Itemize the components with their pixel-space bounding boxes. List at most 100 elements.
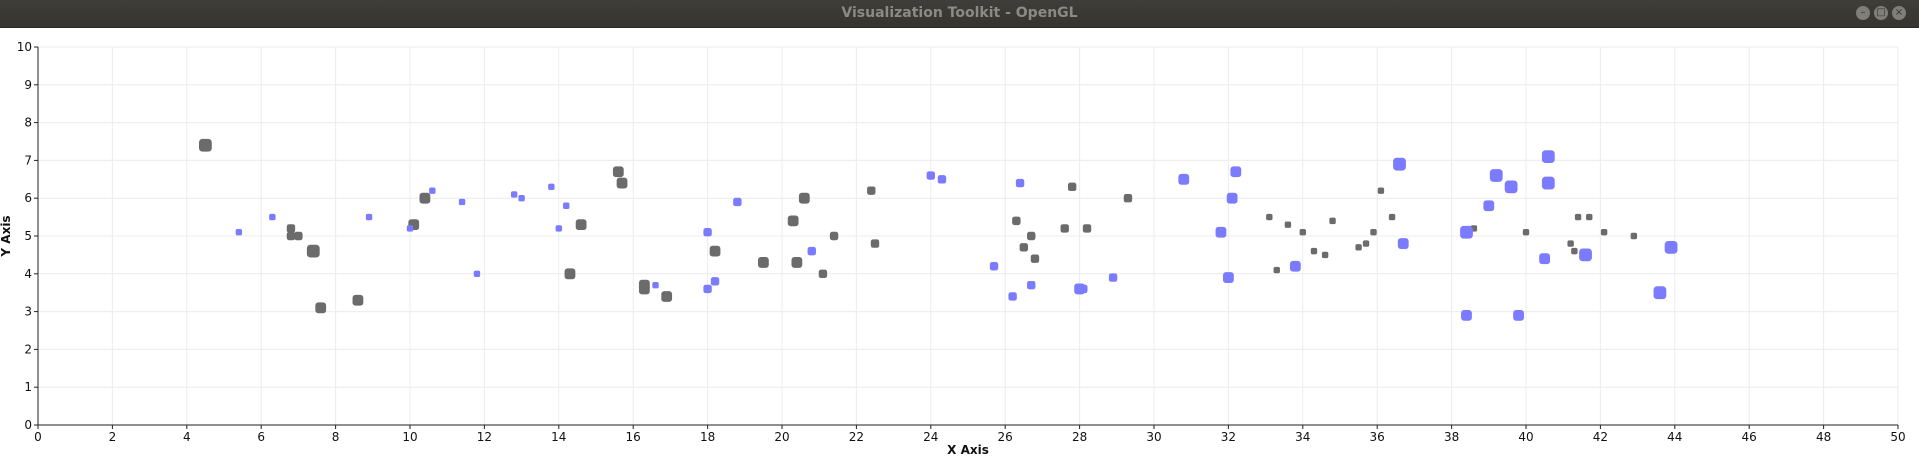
x-tick-label: 32 (1221, 430, 1236, 444)
scatter-point-gray (1067, 182, 1077, 192)
scatter-point-gray (1377, 187, 1385, 194)
scatter-point-gray (1060, 224, 1069, 233)
scatter-point-gray (294, 231, 303, 241)
scatter-point-gray (1586, 213, 1593, 221)
scatter-point-blue (989, 262, 999, 271)
x-tick-label: 10 (402, 430, 417, 444)
x-tick-label: 50 (1890, 430, 1905, 444)
y-tick-label: 2 (24, 342, 32, 356)
scatter-point-blue (518, 195, 525, 202)
title-bar[interactable]: Visualization Toolkit - OpenGL – □ × (0, 0, 1919, 28)
scatter-chart[interactable]: 0 2 4 6 8 10 12 14 16 18 20 22 24 26 28 30 32 34 36 38 40 42 4… (0, 28, 1919, 462)
scatter-point-blue (563, 202, 570, 209)
scatter-point-blue (1461, 309, 1472, 321)
scatter-point-gray (1284, 221, 1292, 228)
scatter-point-blue (1504, 180, 1518, 194)
scatter-point-gray (1362, 240, 1370, 247)
scatter-point-gray (575, 219, 587, 231)
scatter-point-blue (1397, 238, 1409, 249)
y-tick-label: 8 (24, 116, 32, 130)
plot-area[interactable]: 0 2 4 6 8 10 12 14 16 18 20 22 24 26 28 30 32 34 36 38 40 42 4… (0, 28, 1919, 462)
x-tick-label: 20 (774, 430, 789, 444)
scatter-point-gray (1630, 232, 1638, 240)
scatter-point-blue (710, 277, 720, 286)
x-tick-label: 8 (332, 430, 340, 444)
x-tick-label: 14 (551, 430, 566, 444)
y-tick-label: 1 (24, 380, 32, 394)
scatter-point-gray (818, 269, 828, 278)
scatter-point-gray (1266, 213, 1273, 221)
scatter-point-gray (1027, 231, 1036, 241)
maximize-icon[interactable]: □ (1874, 6, 1888, 20)
scatter-point-gray (1321, 251, 1329, 259)
x-tick-label: 44 (1667, 430, 1682, 444)
scatter-point-gray (564, 268, 576, 280)
scatter-point-blue (1541, 176, 1555, 190)
scatter-point-gray (286, 231, 296, 241)
scatter-point-gray (791, 257, 803, 268)
minimize-icon[interactable]: – (1856, 6, 1870, 20)
scatter-point-gray (867, 186, 876, 195)
x-tick-label: 2 (109, 430, 117, 444)
y-tick-label: 9 (24, 78, 32, 92)
x-tick-label: 30 (1146, 430, 1161, 444)
x-tick-labels: 0 2 4 6 8 10 12 14 16 18 20 22 24 26 28 30 32 34 36 38 40 42 4… (34, 430, 1905, 444)
x-tick-label: 12 (477, 430, 492, 444)
scatter-point-gray (1522, 229, 1530, 236)
scatter-point-gray (1123, 194, 1133, 203)
x-tick-label: 16 (626, 430, 641, 444)
scatter-point-blue (937, 175, 947, 184)
scatter-point-blue (1079, 284, 1088, 294)
x-axis-title: X Axis (947, 443, 989, 457)
close-icon[interactable]: × (1892, 6, 1906, 20)
y-tick-label: 10 (17, 40, 32, 54)
scatter-point-blue (1579, 248, 1592, 262)
x-tick-label: 34 (1295, 430, 1310, 444)
scatter-point-gray (1370, 229, 1377, 236)
scatter-point-gray (1600, 229, 1608, 236)
scatter-point-blue (429, 187, 436, 194)
scatter-point-blue (1027, 280, 1036, 290)
y-tick-label: 6 (24, 191, 32, 205)
scatter-point-gray (352, 294, 364, 306)
y-tick-labels: 0 1 2 3 4 5 6 7 8 9 10 (17, 40, 32, 432)
x-tick-label: 6 (257, 430, 265, 444)
scatter-point-blue (555, 225, 562, 232)
scatter-point-blue (1108, 273, 1118, 282)
scatter-point-gray (419, 192, 431, 204)
window-title: Visualization Toolkit - OpenGL (841, 5, 1078, 21)
scatter-point-blue (1289, 260, 1301, 272)
x-tick-label: 18 (700, 430, 715, 444)
scatter-point-gray (616, 177, 628, 189)
x-tick-label: 42 (1593, 430, 1608, 444)
scatter-point-gray (1019, 243, 1028, 252)
scatter-point-blue (733, 197, 742, 207)
scatter-point-blue (926, 171, 935, 180)
scatter-point-blue (652, 281, 659, 289)
scatter-point-gray (1030, 254, 1040, 263)
scatter-point-gray (1012, 216, 1021, 226)
scatter-point-gray (286, 224, 296, 233)
scatter-point-gray (661, 291, 673, 302)
scatter-point-blue (1215, 226, 1227, 238)
scatter-point-gray (1310, 247, 1318, 255)
scatter-point-gray (829, 231, 839, 241)
axes (34, 46, 1899, 429)
scatter-point-blue (406, 225, 414, 232)
scatter-point-gray (1082, 224, 1092, 233)
scatter-point-blue (235, 229, 243, 236)
scatter-point-blue (1178, 173, 1190, 185)
scatter-point-gray (1355, 244, 1362, 251)
scatter-point-gray (1273, 266, 1280, 274)
x-tick-label: 22 (849, 430, 864, 444)
scatter-point-gray (870, 239, 880, 248)
scatter-point-blue (365, 213, 373, 221)
scatter-point-blue (1226, 192, 1238, 204)
x-tick-label: 4 (183, 430, 191, 444)
x-tick-label: 36 (1370, 430, 1385, 444)
scatter-point-gray (199, 138, 212, 152)
scatter-point-blue (1015, 178, 1025, 188)
y-tick-label: 0 (24, 418, 32, 432)
y-tick-label: 7 (24, 153, 32, 167)
